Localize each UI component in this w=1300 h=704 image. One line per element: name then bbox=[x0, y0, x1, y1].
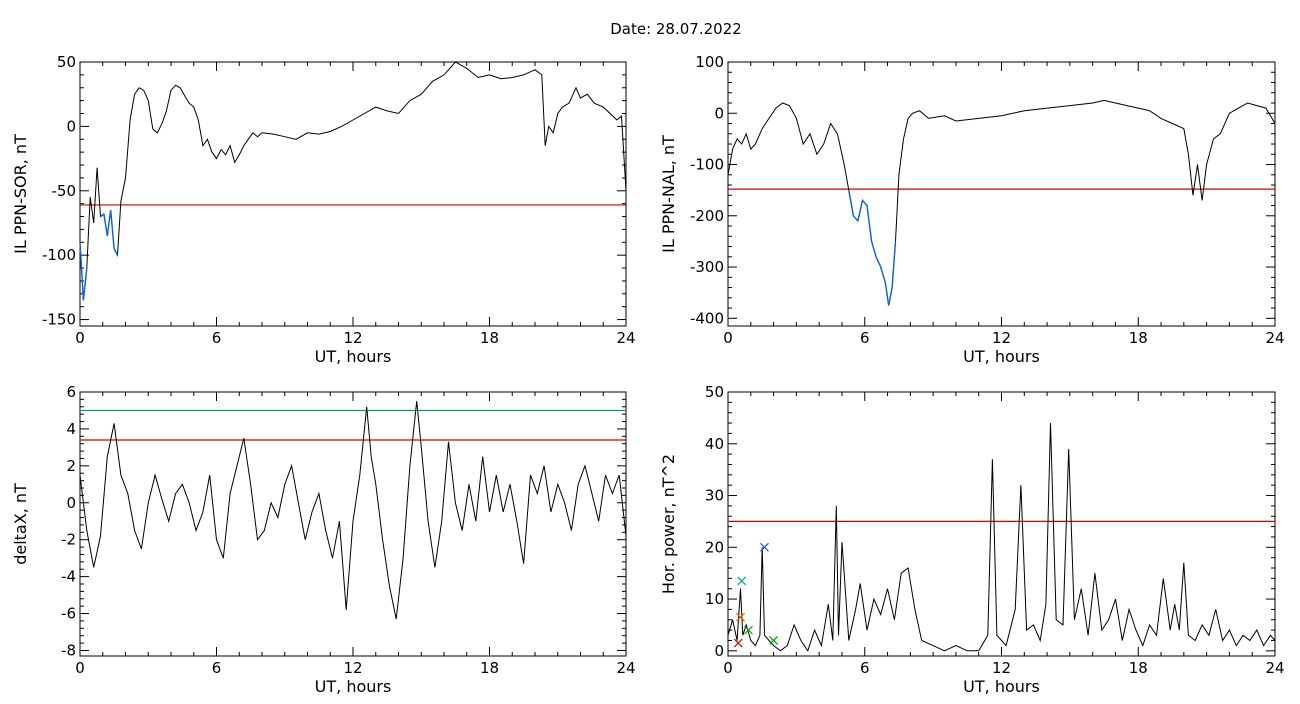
plot-frame bbox=[79, 61, 627, 327]
y-tick-label: 30 bbox=[705, 487, 724, 505]
marker-x bbox=[760, 542, 769, 552]
x-tick-label: 0 bbox=[723, 659, 733, 677]
y-tick-label: 4 bbox=[66, 420, 76, 438]
marker-x bbox=[733, 638, 743, 648]
y-tick-label: -8 bbox=[61, 641, 76, 659]
y-tick-label: 10 bbox=[705, 590, 724, 608]
y-tick-label: 2 bbox=[66, 457, 76, 475]
x-axis-label: UT, hours bbox=[315, 677, 392, 696]
marker-x bbox=[769, 636, 779, 645]
y-tick-label: -2 bbox=[61, 531, 76, 549]
y-tick-label: -50 bbox=[52, 182, 77, 200]
marker-stroke bbox=[769, 636, 779, 645]
marker-stroke bbox=[744, 625, 753, 635]
x-tick-label: 12 bbox=[343, 659, 362, 677]
y-tick-label: 50 bbox=[57, 53, 76, 71]
x-tick-label: 18 bbox=[480, 329, 499, 347]
x-tick-label: 0 bbox=[75, 329, 85, 347]
series-highlight bbox=[79, 242, 88, 301]
x-tick-label: 6 bbox=[212, 659, 222, 677]
x-tick-label: 6 bbox=[860, 329, 870, 347]
x-tick-label: 6 bbox=[212, 329, 222, 347]
y-tick-label: 6 bbox=[66, 383, 76, 401]
x-tick-label: 24 bbox=[1265, 329, 1284, 347]
y-tick-label: 0 bbox=[714, 104, 724, 122]
marker-stroke bbox=[736, 612, 745, 622]
y-tick-label: -4 bbox=[61, 568, 76, 586]
x-tick-label: 12 bbox=[992, 329, 1011, 347]
x-axis-label: UT, hours bbox=[315, 347, 392, 366]
y-tick-label: 0 bbox=[66, 117, 76, 135]
x-tick-label: 12 bbox=[992, 659, 1011, 677]
y-tick-label: -400 bbox=[690, 309, 724, 327]
figure-title: Date: 28.07.2022 bbox=[610, 20, 742, 38]
series-line bbox=[79, 401, 627, 620]
x-tick-label: 24 bbox=[1265, 659, 1284, 677]
y-axis-label: IL PPN-NAL, nT bbox=[659, 135, 678, 253]
panel-il-ppn-sor: 0 6 12 18 24 50 0 -50 -100 -150 UT, hours IL PPN-SO… bbox=[11, 53, 636, 366]
series-highlight bbox=[848, 190, 897, 306]
x-axis-label: UT, hours bbox=[963, 347, 1040, 366]
series-highlight bbox=[100, 210, 119, 256]
x-tick-label: 6 bbox=[860, 659, 870, 677]
panel-deltax: 0 6 12 18 24 6 4 2 0 -2 -4 -6 -8 UT, hours deltaX, nT bbox=[11, 383, 636, 696]
marker-stroke bbox=[733, 638, 743, 648]
y-tick-label: -100 bbox=[42, 246, 76, 264]
x-tick-label: 0 bbox=[723, 329, 733, 347]
x-tick-label: 18 bbox=[1129, 659, 1148, 677]
x-tick-label: 24 bbox=[616, 659, 635, 677]
y-tick-label: 100 bbox=[695, 53, 724, 71]
y-tick-label: 20 bbox=[705, 538, 724, 556]
y-tick-label: -300 bbox=[690, 258, 724, 276]
series-line bbox=[79, 61, 627, 301]
panel-hor-power: 0 6 12 18 24 50 40 30 20 10 0 UT, hours Hor. power, … bbox=[659, 383, 1285, 696]
y-tick-label: 0 bbox=[714, 642, 724, 660]
series-line bbox=[727, 423, 1276, 652]
x-tick-label: 12 bbox=[343, 329, 362, 347]
x-axis-label: UT, hours bbox=[963, 677, 1040, 696]
y-axis-label: deltaX, nT bbox=[11, 483, 30, 565]
y-tick-label: -6 bbox=[61, 605, 76, 623]
y-tick-label: 0 bbox=[66, 494, 76, 512]
marker-x bbox=[737, 576, 747, 586]
y-tick-label: 50 bbox=[705, 383, 724, 401]
marker-stroke bbox=[760, 542, 769, 552]
y-tick-label: -100 bbox=[690, 156, 724, 174]
y-tick-label: 40 bbox=[705, 435, 724, 453]
series-line bbox=[727, 99, 1276, 306]
x-tick-label: 24 bbox=[616, 329, 635, 347]
y-axis-label: IL PPN-SOR, nT bbox=[11, 134, 30, 254]
marker-stroke bbox=[737, 576, 747, 586]
y-axis-label: Hor. power, nT^2 bbox=[659, 454, 678, 594]
marker-x bbox=[744, 625, 753, 635]
y-tick-label: -200 bbox=[690, 207, 724, 225]
x-tick-label: 18 bbox=[480, 659, 499, 677]
plot-frame bbox=[727, 391, 1276, 657]
y-tick-label: -150 bbox=[42, 311, 76, 329]
x-tick-label: 0 bbox=[75, 659, 85, 677]
panel-il-ppn-nal: 0 6 12 18 24 100 0 -100 -200 -300 -400 UT, hours IL … bbox=[659, 53, 1285, 366]
marker-x bbox=[736, 612, 745, 622]
x-tick-label: 18 bbox=[1129, 329, 1148, 347]
